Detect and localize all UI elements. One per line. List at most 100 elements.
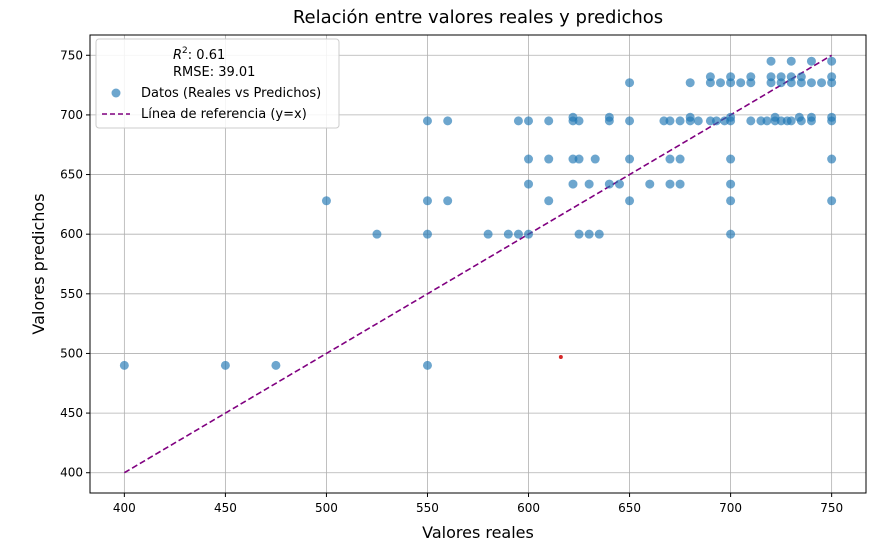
data-point <box>625 154 635 164</box>
grid-lines <box>90 35 866 493</box>
data-point <box>746 116 756 126</box>
data-point <box>827 56 837 66</box>
data-point <box>604 179 614 189</box>
x-tick-label: 500 <box>315 501 338 515</box>
data-point <box>675 154 685 164</box>
legend-reference-label: Línea de referencia (y=x) <box>141 107 307 122</box>
data-point <box>726 179 736 189</box>
legend-r2-symbol: R <box>173 48 182 63</box>
data-point <box>422 229 432 239</box>
data-point <box>766 56 776 66</box>
data-point <box>568 179 578 189</box>
data-point <box>524 179 534 189</box>
legend-r2-value: : 0.61 <box>188 48 225 63</box>
x-tick-label: 550 <box>416 501 439 515</box>
data-point <box>503 229 513 239</box>
data-point <box>513 116 523 126</box>
x-tick-label: 450 <box>214 501 237 515</box>
data-point <box>786 72 796 82</box>
data-point <box>806 56 816 66</box>
data-point <box>625 196 635 206</box>
data-point <box>827 72 837 82</box>
data-point <box>827 154 837 164</box>
data-point <box>574 229 584 239</box>
legend-scatter-label: Datos (Reales vs Predichos) <box>141 86 321 101</box>
data-points-layer <box>119 56 837 370</box>
data-point <box>584 179 594 189</box>
data-point <box>483 229 493 239</box>
data-point <box>645 179 655 189</box>
data-point <box>685 78 695 88</box>
y-tick-label: 650 <box>60 168 83 182</box>
x-axis-ticks: 400 450 500 550 600 650 700 750 <box>113 493 843 515</box>
data-point <box>786 116 796 126</box>
data-point <box>665 154 675 164</box>
data-point <box>443 116 453 126</box>
data-point <box>827 112 837 122</box>
y-tick-label: 700 <box>60 108 83 122</box>
data-point <box>766 72 776 82</box>
data-point <box>568 112 578 122</box>
data-point <box>806 112 816 122</box>
highlight-marker-layer <box>558 355 563 360</box>
legend-rmse-text: RMSE: 39.01 <box>173 65 255 80</box>
data-point <box>685 112 695 122</box>
data-point <box>827 196 837 206</box>
chart-title: Relación entre valores reales y predicho… <box>293 7 663 28</box>
data-point <box>693 116 703 126</box>
data-point <box>726 196 736 206</box>
data-point <box>372 229 382 239</box>
data-point <box>524 229 534 239</box>
y-axis-title: Valores predichos <box>29 193 48 334</box>
legend-box <box>95 38 340 129</box>
data-point <box>544 196 554 206</box>
data-point <box>786 56 796 66</box>
x-axis-title: Valores reales <box>422 523 534 542</box>
y-tick-label: 600 <box>60 227 83 241</box>
data-point <box>614 179 624 189</box>
reference-line <box>123 54 833 474</box>
data-point <box>711 116 721 126</box>
data-point <box>220 360 230 370</box>
data-point <box>806 78 816 88</box>
data-point <box>726 154 736 164</box>
data-point <box>524 154 534 164</box>
data-point <box>590 154 600 164</box>
data-point <box>625 116 635 126</box>
x-tick-label: 600 <box>517 501 540 515</box>
data-point <box>726 112 736 122</box>
data-point <box>574 154 584 164</box>
y-tick-label: 550 <box>60 287 83 301</box>
x-tick-label: 750 <box>820 501 843 515</box>
y-tick-label: 750 <box>60 48 83 62</box>
data-point <box>443 196 453 206</box>
x-tick-label: 700 <box>719 501 742 515</box>
data-point <box>726 72 736 82</box>
plot-area-frame <box>89 34 867 494</box>
data-point <box>422 196 432 206</box>
legend-r2-text: R2: 0.61 <box>173 46 225 63</box>
data-point <box>762 116 772 126</box>
data-point <box>584 229 594 239</box>
data-point <box>625 78 635 88</box>
data-point <box>604 112 614 122</box>
reference-line-layer <box>123 54 833 474</box>
data-point <box>716 78 725 88</box>
legend-scatter-marker <box>111 88 121 98</box>
data-point <box>675 116 685 126</box>
data-point <box>544 154 554 164</box>
data-point <box>544 116 554 126</box>
data-point <box>119 360 129 370</box>
x-tick-label: 650 <box>618 501 641 515</box>
data-point <box>594 229 604 239</box>
data-point <box>770 112 780 122</box>
data-point <box>705 72 715 82</box>
y-axis-ticks: 400 450 500 550 600 650 700 750 <box>60 48 90 480</box>
y-tick-label: 400 <box>60 466 83 480</box>
data-point <box>776 72 786 82</box>
x-tick-label: 400 <box>113 501 136 515</box>
data-point <box>736 78 746 88</box>
data-point <box>665 179 675 189</box>
data-point <box>271 360 281 370</box>
